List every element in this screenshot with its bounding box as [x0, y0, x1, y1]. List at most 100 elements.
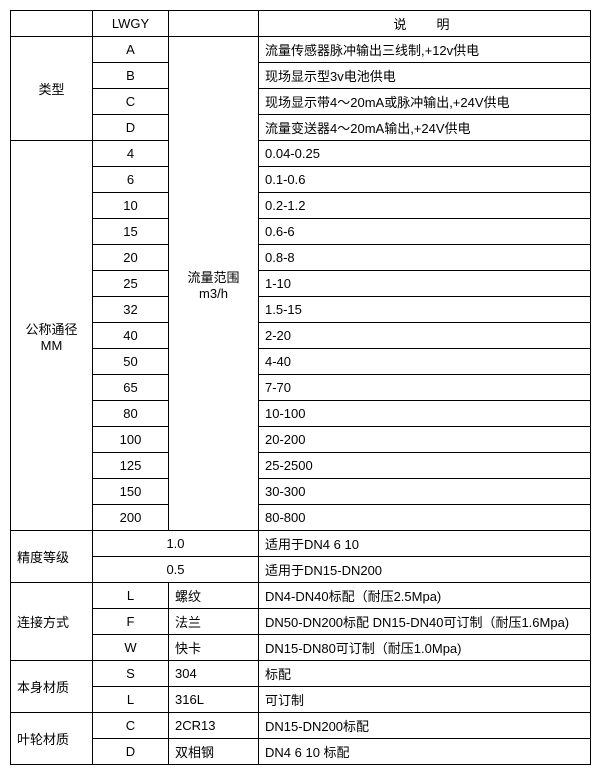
dn-val: 150 [93, 479, 169, 505]
range-val: 30-300 [259, 479, 591, 505]
conn-code: W [93, 635, 169, 661]
table-row: 40 2-20 [11, 323, 591, 349]
range-val: 1-10 [259, 271, 591, 297]
bodymat-desc: 可订制 [259, 687, 591, 713]
table-row: 0.5 适用于DN15-DN200 [11, 557, 591, 583]
table-body: LWGY 说明 类型 A 流量范围 m3/h 流量传感器脉冲输出三线制,+12v… [11, 11, 591, 765]
range-line2: m3/h [199, 286, 228, 301]
range-val: 0.2-1.2 [259, 193, 591, 219]
conn-code: L [93, 583, 169, 609]
dn-val: 32 [93, 297, 169, 323]
dn-val: 200 [93, 505, 169, 531]
type-code: C [93, 89, 169, 115]
table-row: 本身材质 S 304 标配 [11, 661, 591, 687]
conn-desc: DN4-DN40标配（耐压2.5Mpa) [259, 583, 591, 609]
range-val: 25-2500 [259, 453, 591, 479]
type-code: D [93, 115, 169, 141]
table-row: 叶轮材质 C 2CR13 DN15-DN200标配 [11, 713, 591, 739]
table-row: 10 0.2-1.2 [11, 193, 591, 219]
range-val: 0.04-0.25 [259, 141, 591, 167]
impmat-name: 双相钢 [169, 739, 259, 765]
range-val: 0.8-8 [259, 245, 591, 271]
range-val: 0.6-6 [259, 219, 591, 245]
table-row: C 现场显示带4～20mA或脉冲输出,+24V供电 [11, 89, 591, 115]
table-row: 连接方式 L 螺纹 DN4-DN40标配（耐压2.5Mpa) [11, 583, 591, 609]
table-row: 类型 A 流量范围 m3/h 流量传感器脉冲输出三线制,+12v供电 [11, 37, 591, 63]
type-label: 类型 [11, 37, 93, 141]
accuracy-label: 精度等级 [11, 531, 93, 583]
spec-table: LWGY 说明 类型 A 流量范围 m3/h 流量传感器脉冲输出三线制,+12v… [10, 10, 591, 765]
table-row: 公称通径 MM 4 0.04-0.25 [11, 141, 591, 167]
range-val: 10-100 [259, 401, 591, 427]
accuracy-val: 1.0 [93, 531, 259, 557]
dn-val: 20 [93, 245, 169, 271]
bodymat-code: S [93, 661, 169, 687]
table-row: 504-40 [11, 349, 591, 375]
impmat-code: D [93, 739, 169, 765]
impmat-name: 2CR13 [169, 713, 259, 739]
type-code: A [93, 37, 169, 63]
range-val: 0.1-0.6 [259, 167, 591, 193]
dia-line1: 公称通径 [25, 322, 77, 337]
bodymat-name: 304 [169, 661, 259, 687]
type-desc: 现场显示带4～20mA或脉冲输出,+24V供电 [259, 89, 591, 115]
impeller-mat-label: 叶轮材质 [11, 713, 93, 765]
table-row: 20 0.8-8 [11, 245, 591, 271]
header-blank2 [169, 11, 259, 37]
dn-val: 25 [93, 271, 169, 297]
table-row: D 流量变送器4～20mA输出,+24V供电 [11, 115, 591, 141]
table-row: 32 1.5-15 [11, 297, 591, 323]
impmat-desc: DN4 6 10 标配 [259, 739, 591, 765]
type-desc: 现场显示型3v电池供电 [259, 63, 591, 89]
table-row: 80 10-100 [11, 401, 591, 427]
bodymat-desc: 标配 [259, 661, 591, 687]
table-row: 精度等级 1.0 适用于DN4 6 10 [11, 531, 591, 557]
bodymat-code: L [93, 687, 169, 713]
header-blank [11, 11, 93, 37]
bodymat-name: 316L [169, 687, 259, 713]
dn-val: 100 [93, 427, 169, 453]
impmat-code: C [93, 713, 169, 739]
table-row: 25 1-10 [11, 271, 591, 297]
range-line1: 流量范围 [187, 270, 239, 285]
type-code: B [93, 63, 169, 89]
dn-val: 40 [93, 323, 169, 349]
type-desc: 流量传感器脉冲输出三线制,+12v供电 [259, 37, 591, 63]
conn-name: 螺纹 [169, 583, 259, 609]
conn-desc: DN15-DN80可订制（耐压1.0Mpa) [259, 635, 591, 661]
range-val: 7-70 [259, 375, 591, 401]
dia-line2: MM [41, 338, 63, 353]
table-row: W 快卡 DN15-DN80可订制（耐压1.0Mpa) [11, 635, 591, 661]
table-row: 60.1-0.6 [11, 167, 591, 193]
accuracy-desc: 适用于DN15-DN200 [259, 557, 591, 583]
table-row: 200 80-800 [11, 505, 591, 531]
range-val: 2-20 [259, 323, 591, 349]
range-val: 20-200 [259, 427, 591, 453]
flow-range-label: 流量范围 m3/h [169, 37, 259, 531]
table-row: 65 7-70 [11, 375, 591, 401]
header-lwgy: LWGY [93, 11, 169, 37]
header-desc: 说明 [259, 11, 591, 37]
type-desc: 流量变送器4～20mA输出,+24V供电 [259, 115, 591, 141]
dn-val: 80 [93, 401, 169, 427]
table-row: L 316L 可订制 [11, 687, 591, 713]
dn-val: 125 [93, 453, 169, 479]
dn-val: 10 [93, 193, 169, 219]
conn-name: 法兰 [169, 609, 259, 635]
table-row: 150.6-6 [11, 219, 591, 245]
table-row: 150 30-300 [11, 479, 591, 505]
accuracy-desc: 适用于DN4 6 10 [259, 531, 591, 557]
body-mat-label: 本身材质 [11, 661, 93, 713]
dn-val: 65 [93, 375, 169, 401]
range-val: 1.5-15 [259, 297, 591, 323]
conn-name: 快卡 [169, 635, 259, 661]
conn-code: F [93, 609, 169, 635]
connection-label: 连接方式 [11, 583, 93, 661]
table-row: D 双相钢 DN4 6 10 标配 [11, 739, 591, 765]
range-val: 4-40 [259, 349, 591, 375]
diameter-label: 公称通径 MM [11, 141, 93, 531]
conn-desc: DN50-DN200标配 DN15-DN40可订制（耐压1.6Mpa) [259, 609, 591, 635]
table-row: LWGY 说明 [11, 11, 591, 37]
range-val: 80-800 [259, 505, 591, 531]
impmat-desc: DN15-DN200标配 [259, 713, 591, 739]
